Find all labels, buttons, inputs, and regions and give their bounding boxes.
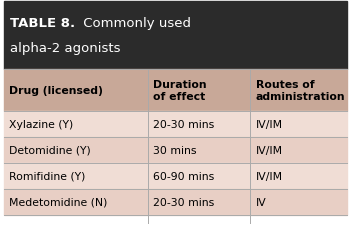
Bar	[4, 111, 346, 137]
Text: Detomidine (Y): Detomidine (Y)	[9, 145, 90, 155]
Text: Commonly used: Commonly used	[79, 17, 191, 30]
Bar	[4, 70, 346, 111]
Bar	[4, 2, 346, 70]
Text: Routes of
administration: Routes of administration	[256, 80, 345, 101]
Text: Xylazine (Y): Xylazine (Y)	[9, 119, 73, 129]
Text: IV/IM: IV/IM	[256, 145, 283, 155]
Text: 20-30 mins: 20-30 mins	[153, 197, 214, 207]
Text: IV/IM: IV/IM	[256, 171, 283, 181]
Text: alpha-2 agonists: alpha-2 agonists	[10, 42, 121, 55]
Text: IV: IV	[256, 197, 266, 207]
Text: Duration
of effect: Duration of effect	[153, 80, 206, 101]
Text: 60-90 mins: 60-90 mins	[153, 171, 214, 181]
Bar	[4, 137, 346, 163]
Text: Drug (licensed): Drug (licensed)	[9, 86, 103, 96]
Text: IV/IM: IV/IM	[256, 119, 283, 129]
Bar	[4, 189, 346, 215]
Text: Romifidine (Y): Romifidine (Y)	[9, 171, 85, 181]
Bar	[4, 163, 346, 189]
Text: TABLE 8.: TABLE 8.	[10, 17, 76, 30]
Text: Medetomidine (N): Medetomidine (N)	[9, 197, 107, 207]
Text: 30 mins: 30 mins	[153, 145, 196, 155]
Text: 20-30 mins: 20-30 mins	[153, 119, 214, 129]
